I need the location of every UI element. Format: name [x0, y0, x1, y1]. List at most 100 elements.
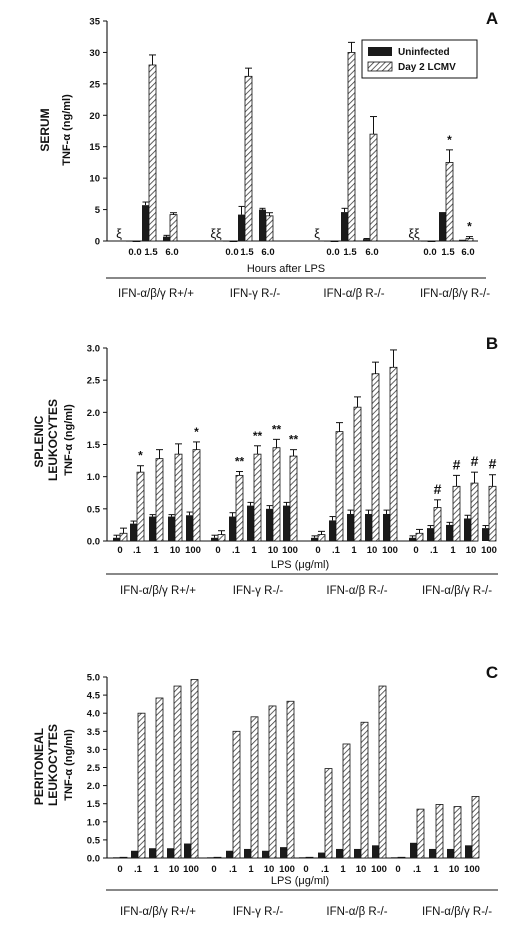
panel-b-bar-uninfected [247, 505, 254, 541]
panel-a-bar-infected [265, 215, 274, 242]
panel-c-group-label: IFN-α/β/γ R+/+ [120, 906, 196, 918]
panel-b-group-label: IFN-α/β R-/- [326, 585, 387, 597]
panel-a-bar-infected [132, 240, 141, 243]
panel-b-bar-infected [389, 366, 398, 542]
panel-c-bar-infected [155, 697, 164, 859]
panel-b-ytick-label: 3.0 [87, 344, 100, 355]
panel-b-bar-uninfected [149, 516, 156, 541]
panel-c-bar-uninfected [262, 850, 269, 858]
panel-b-bar-uninfected [409, 537, 416, 541]
panel-a-ylabel: SERUM [38, 108, 52, 151]
panel-c-ytick-label: 4.5 [87, 691, 101, 702]
panel-a-bar-infected [330, 240, 339, 243]
panel-a-bar-uninfected [341, 212, 348, 241]
panel-c-ylabel-line-2: LEUKOCYTES [46, 724, 60, 806]
panel-a-xtick-label: 1.5 [240, 247, 254, 258]
panel-c-bar-infected [137, 712, 146, 859]
panel-b-group-label: IFN-α/β/γ R-/- [422, 585, 492, 597]
panel-b-bar-infected [335, 431, 344, 542]
panel-b-mark-significance: # [434, 481, 442, 497]
panel-b-xtick-label: 100 [185, 545, 201, 556]
panel-c-bar-uninfected [336, 848, 343, 858]
panel-b-bar-infected [470, 482, 479, 542]
panel-b-ylabel-line-1: SPLENIC [32, 415, 46, 467]
panel-a-bar-uninfected [142, 205, 149, 241]
panel-a-xtick-label: 0.0 [225, 247, 238, 258]
panel-a: A SERUM TNF-α (ng/ml) Hours after LPS Un… [38, 9, 498, 300]
panel-a-xtick-label: 1.5 [144, 247, 158, 258]
panel-b-bar-infected [317, 534, 326, 542]
panel-b-xtick-label: .1 [430, 545, 439, 556]
panel-b-ytick-label: 0.0 [87, 537, 100, 548]
panel-c-bar-infected [190, 679, 199, 859]
panel-b-bar-uninfected [186, 515, 193, 541]
panel-a-bar-uninfected [459, 239, 466, 241]
panel-c-bar-infected [324, 768, 333, 859]
panel-b-ytick-label: 2.5 [87, 376, 101, 387]
panel-c-bar-infected [250, 716, 259, 859]
panel-c-xtick-label: 1 [153, 864, 159, 875]
panel-b-bar-uninfected [283, 505, 290, 541]
legend-swatch-infected [367, 61, 393, 72]
panel-c-bar-uninfected [410, 842, 417, 858]
panel-a-xtick-label: 0.0 [326, 247, 339, 258]
panel-b-bar-infected [235, 474, 244, 542]
panel-c-bar-infected [471, 796, 480, 859]
panel-c-ytick-label: 5.0 [87, 673, 100, 684]
panel-b-bar-infected [415, 532, 424, 542]
panel-a-mark-significance: * [467, 220, 472, 234]
panel-b-mark-significance: # [453, 456, 461, 472]
panel-c-ytick-label: 3.0 [87, 745, 100, 756]
panel-b-bar-infected [272, 447, 281, 542]
panel-a-mark-xi: ξ [116, 226, 122, 241]
panel-a-xtick-label: 1.5 [441, 247, 455, 258]
panel-b-bar-infected [433, 507, 442, 542]
panel-c-bar-uninfected [167, 848, 174, 858]
panel-a-bar-infected [445, 162, 454, 242]
panel-a-bar-uninfected [238, 214, 245, 241]
panel-b-bar-infected [136, 471, 145, 542]
panel-a-xtick-label: 6.0 [261, 247, 274, 258]
panel-b-ytick-label: 2.0 [87, 408, 100, 419]
panel-c-xtick-label: 10 [264, 864, 275, 875]
panel-c-xtick-label: .1 [134, 864, 143, 875]
panel-b-xtick-label: 10 [170, 545, 181, 556]
panel-c-bar-uninfected [131, 850, 138, 858]
panel-c-xlabel: LPS (μg/ml) [271, 875, 329, 887]
panel-b-mark-significance: * [194, 425, 199, 439]
panel-b-xtick-label: 10 [466, 545, 477, 556]
panel-c-bar-infected [378, 685, 387, 859]
panel-c-group-label: IFN-γ R-/- [233, 906, 284, 918]
panel-b-xtick-label: 0 [413, 545, 418, 556]
panel-b-bar-infected [217, 534, 226, 542]
panel-b-mark-significance: ** [272, 422, 282, 436]
panel-b-bar-uninfected [113, 537, 120, 541]
panel-b-mark-significance: # [489, 456, 497, 472]
panel-c-xtick-label: 0 [395, 864, 400, 875]
panel-b-bar-infected [371, 373, 380, 542]
panel-c-bar-uninfected [447, 848, 454, 858]
panel-b-xtick-label: 10 [367, 545, 378, 556]
panel-c-xtick-label: .1 [229, 864, 238, 875]
panel-b-xtick-label: 1 [351, 545, 357, 556]
panel-c-ytick-label: 3.5 [87, 727, 101, 738]
panel-c-bar-infected [305, 856, 314, 859]
panel-a-ytick-label: 15 [89, 142, 100, 153]
panel-c-xtick-label: 0 [117, 864, 122, 875]
panel-a-bar-infected [427, 240, 436, 243]
panel-b-bar-infected [192, 449, 201, 542]
panel-c-bar-infected [342, 743, 351, 859]
panel-a-bar-uninfected [324, 241, 331, 242]
panel-c-xtick-label: 0 [211, 864, 216, 875]
panel-a-ytick-label: 0 [95, 237, 100, 248]
panel-b-xtick-label: 100 [282, 545, 298, 556]
panel-b-xtick-label: 1 [251, 545, 257, 556]
panel-a-group-label: IFN-α/β/γ R-/- [420, 288, 490, 300]
panel-b-bar-infected [452, 485, 461, 542]
panel-b-ylabel-line-2: LEUKOCYTES [46, 399, 60, 481]
panel-a-ytick-label: 25 [89, 79, 100, 90]
panel-a-bar-infected [347, 52, 356, 242]
panel-b-group-label: IFN-α/β/γ R+/+ [120, 585, 196, 597]
panel-b-xtick-label: 1 [450, 545, 456, 556]
panel-b-bar-uninfected [347, 513, 354, 541]
